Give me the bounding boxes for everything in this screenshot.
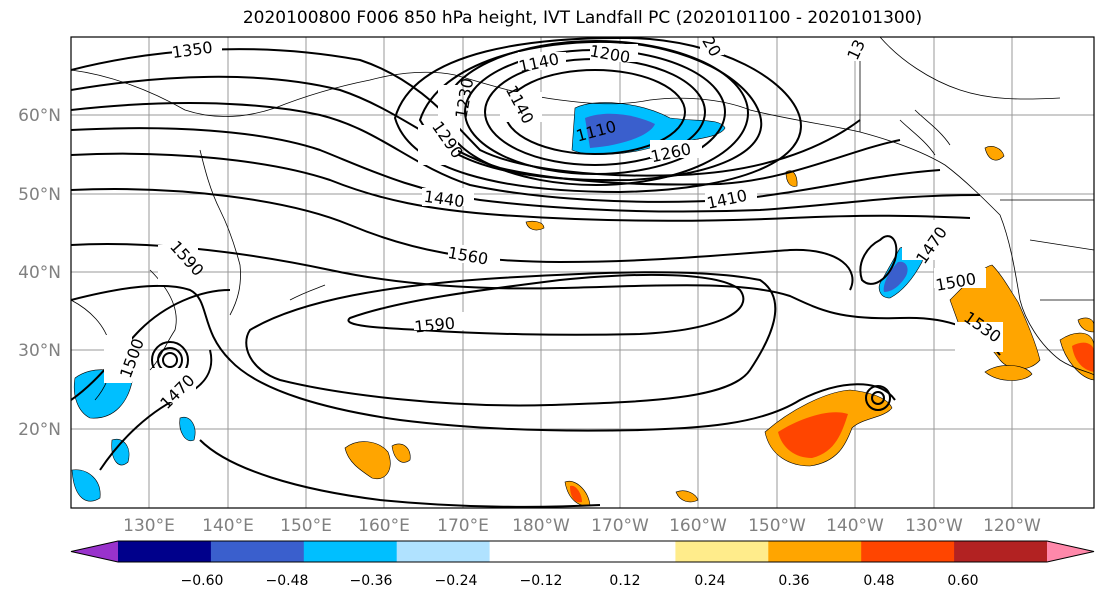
colorbar-outline (70, 540, 1095, 563)
colorbar-extension-high (1047, 541, 1094, 562)
lat-label: 60°N (18, 106, 61, 126)
longitude-labels: 130°E 140°E 150°E 160°E 170°E 180°W 170°… (123, 516, 1041, 536)
contour-labels: 1350 1200 1140 1140 1110 1230 1290 1260 … (104, 37, 1005, 413)
colorbar (70, 540, 1095, 563)
colorbar-tick-label: −0.36 (350, 573, 393, 589)
latitude-labels: 60°N 50°N 40°N 30°N 20°N (18, 106, 61, 440)
colorbar-segment (396, 541, 491, 562)
ivt-positive-shading (344, 146, 1094, 506)
lon-label: 130°E (123, 516, 175, 536)
colorbar-tick-label: −0.12 (520, 573, 563, 589)
lat-label: 50°N (18, 185, 61, 205)
lon-label: 160°W (669, 516, 727, 536)
lat-label: 40°N (18, 263, 61, 283)
lon-label: 140°E (202, 516, 254, 536)
map-gridlines (71, 37, 1094, 508)
colorbar-segment (768, 541, 862, 562)
lat-label: 20°N (18, 420, 61, 440)
ivt-negative-shading (71, 102, 923, 502)
colorbar-segment (303, 541, 398, 562)
colorbar-segment (861, 541, 955, 562)
colorbar-segment (210, 541, 305, 562)
contour-label: 1590 (413, 313, 455, 336)
colorbar-tick-label: 0.12 (609, 573, 640, 589)
colorbar-tick-label: −0.24 (435, 573, 478, 589)
colorbar-segment (118, 541, 212, 562)
lon-label: 120°W (983, 516, 1041, 536)
colorbar-tick-label: 0.36 (778, 573, 809, 589)
colorbar-tick-label: 0.48 (863, 573, 894, 589)
lon-label: 150°W (748, 516, 806, 536)
colorbar-tick-label: −0.60 (181, 573, 224, 589)
lon-label: 140°W (826, 516, 884, 536)
colorbar-segment (675, 541, 769, 562)
lon-label: 170°W (591, 516, 649, 536)
lon-label: 170°E (437, 516, 489, 536)
colorbar-segment (489, 541, 583, 562)
lon-label: 130°W (905, 516, 963, 536)
lon-label: 150°E (280, 516, 332, 536)
colorbar-tick-label: 0.60 (947, 573, 978, 589)
map-title: 2020100800 F006 850 hPa height, IVT Land… (242, 8, 923, 28)
colorbar-labels: −0.60 −0.48 −0.36 −0.24 −0.12 0.12 0.24 … (181, 573, 979, 589)
colorbar-extension-low (71, 541, 118, 562)
contour-label: 1230 (452, 77, 478, 120)
colorbar-segment (582, 541, 676, 562)
lat-label: 30°N (18, 341, 61, 361)
lon-label: 160°E (358, 516, 410, 536)
height-contours (71, 37, 1001, 508)
map-frame (70, 36, 1095, 509)
lon-label: 180°W (512, 516, 570, 536)
colorbar-tick-label: −0.48 (266, 573, 309, 589)
colorbar-tick-label: 0.24 (694, 573, 725, 589)
colorbar-segment (954, 541, 1048, 562)
